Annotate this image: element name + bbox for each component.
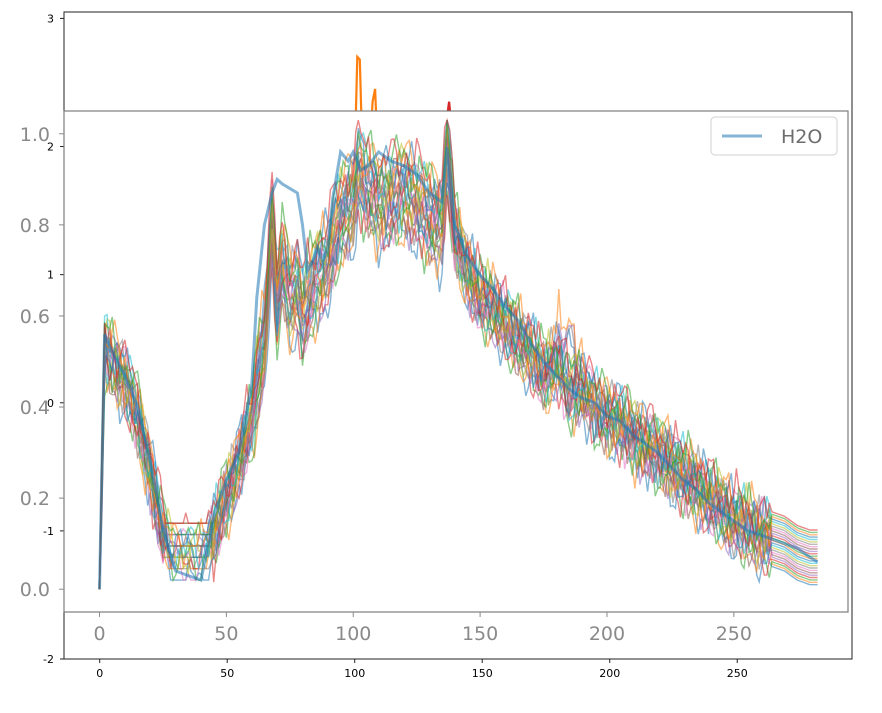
variant-series-group — [98, 117, 818, 590]
front-y-tick-label: 0.2 — [20, 488, 50, 510]
background-x-tick-label: 50 — [220, 667, 234, 680]
h2o-series-line — [98, 147, 819, 590]
legend: H2O — [710, 116, 838, 156]
background-y-tick-label: 2 — [47, 141, 54, 154]
background-y-tick-label: -2 — [43, 653, 54, 666]
front-x-tick-label: 150 — [462, 623, 498, 645]
background-y-tick-label: -1 — [43, 525, 54, 538]
front-y-ticks: 0.0 0.2 0.4 0.6 0.8 1.0 — [20, 124, 64, 601]
background-x-tick-label: 100 — [344, 667, 365, 680]
legend-label-h2o: H2O — [781, 126, 822, 148]
front-x-ticks: 0 50 100 150 200 250 — [93, 612, 752, 645]
front-y-tick-label: 1.0 — [20, 124, 50, 146]
front-y-tick-label: 0.6 — [20, 306, 50, 328]
background-x-tick-label: 200 — [599, 667, 620, 680]
background-y-tick-label: 0 — [47, 397, 54, 410]
background-x-tick-label: 250 — [727, 667, 748, 680]
front-x-tick-label: 0 — [93, 623, 105, 645]
background-y-tick-label: 3 — [47, 12, 54, 25]
front-y-tick-label: 0.0 — [20, 579, 50, 601]
front-y-tick-label: 0.8 — [20, 215, 50, 237]
legend-box — [710, 116, 838, 156]
front-x-tick-label: 250 — [716, 623, 752, 645]
front-y-tick-label: 0.4 — [20, 397, 50, 419]
background-y-ticks: -2 -1 0 1 2 3 — [43, 12, 64, 666]
front-axes: 0 50 100 150 200 250 0.0 0.2 0.4 0.6 0.8 1.0 H2O — [20, 110, 849, 645]
background-y-tick-label: 1 — [47, 269, 54, 282]
variant-series-line — [98, 117, 818, 590]
front-x-tick-label: 200 — [589, 623, 625, 645]
front-x-tick-label: 50 — [214, 623, 238, 645]
background-x-ticks: 0 50 100 150 200 250 — [96, 659, 748, 680]
background-x-tick-label: 150 — [472, 667, 493, 680]
front-x-tick-label: 100 — [335, 623, 371, 645]
h2o-series-group — [98, 147, 819, 590]
background-x-tick-label: 0 — [96, 667, 103, 680]
